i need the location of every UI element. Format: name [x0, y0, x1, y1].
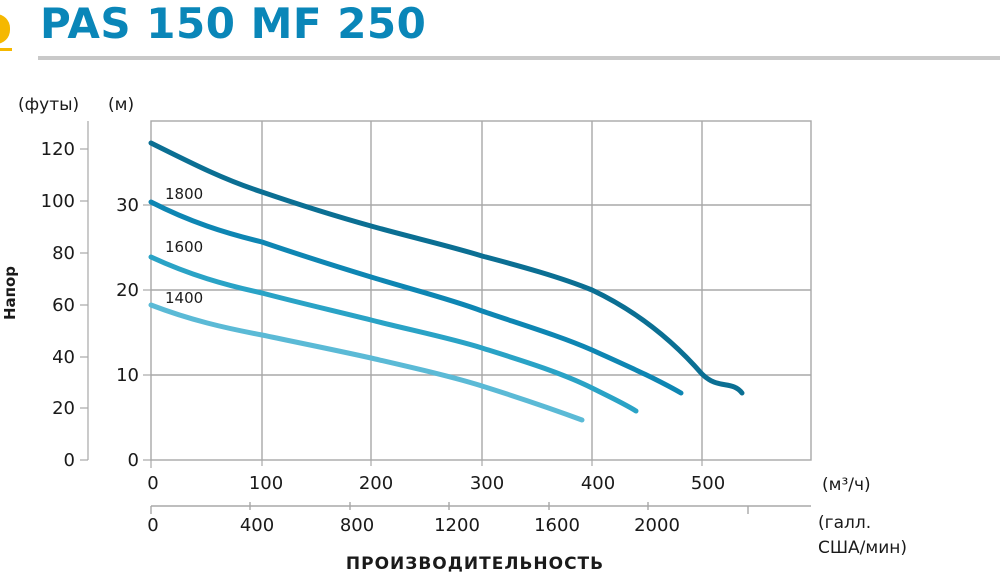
svg-text:200: 200: [359, 473, 393, 494]
svg-text:20: 20: [52, 398, 75, 419]
curve-labels: 1800 1600 1400: [165, 185, 203, 307]
curve-max: [148, 140, 745, 396]
x-axis-gpm: [150, 502, 811, 514]
x-m3-unit: (м³/ч): [822, 475, 871, 495]
curve-1600: [148, 254, 639, 414]
y-m-unit: (м): [108, 95, 134, 115]
svg-text:1600: 1600: [534, 515, 580, 536]
x-gpm-unit-line1: (галл.: [818, 513, 871, 533]
y-feet-unit: (футы): [18, 95, 79, 115]
svg-text:80: 80: [52, 243, 75, 264]
y-feet-tick-labels: 120 100 80 60 40 20 0: [41, 139, 75, 471]
svg-text:2000: 2000: [634, 515, 680, 536]
badge-underline: [0, 48, 12, 51]
curve-1800: [148, 199, 684, 396]
x-axis-m3-ticks: [150, 460, 703, 468]
svg-text:300: 300: [470, 473, 504, 494]
x-axis-title: ПРОИЗВОДИТЕЛЬНОСТЬ: [346, 554, 604, 574]
svg-text:30: 30: [116, 195, 139, 216]
svg-text:0: 0: [147, 473, 158, 494]
y-axis-title: Напор: [1, 266, 19, 320]
svg-text:100: 100: [249, 473, 283, 494]
curve-1400: [148, 302, 585, 423]
svg-text:100: 100: [41, 191, 75, 212]
svg-text:400: 400: [581, 473, 615, 494]
y-m-tick-labels: 30 20 10 0: [116, 195, 139, 471]
x-gpm-tick-labels: 0 400 800 1200 1600 2000: [147, 515, 680, 536]
svg-text:800: 800: [340, 515, 374, 536]
x-gpm-unit-line2: США/мин): [818, 538, 907, 558]
svg-text:60: 60: [52, 295, 75, 316]
x-m3-tick-labels: 0 100 200 300 400 500: [147, 473, 725, 494]
y-axis-feet: [80, 121, 89, 461]
curve-label-1800: 1800: [165, 185, 203, 203]
title-bar: PAS 150 MF 250: [0, 0, 1000, 60]
curve-label-1600: 1600: [165, 238, 203, 256]
svg-text:500: 500: [691, 473, 725, 494]
title-divider: [38, 56, 1000, 60]
curve-label-1400: 1400: [165, 289, 203, 307]
section-number-badge: [0, 14, 10, 44]
svg-text:120: 120: [41, 139, 75, 160]
chart-title: PAS 150 MF 250: [40, 0, 427, 48]
svg-text:40: 40: [52, 347, 75, 368]
pump-curves: [148, 140, 745, 423]
svg-text:0: 0: [64, 450, 75, 471]
svg-text:400: 400: [240, 515, 274, 536]
y-axis-m-ticks: [143, 204, 151, 461]
svg-text:0: 0: [147, 515, 158, 536]
svg-text:0: 0: [128, 450, 139, 471]
svg-text:10: 10: [116, 365, 139, 386]
svg-text:1200: 1200: [434, 515, 480, 536]
svg-text:20: 20: [116, 280, 139, 301]
